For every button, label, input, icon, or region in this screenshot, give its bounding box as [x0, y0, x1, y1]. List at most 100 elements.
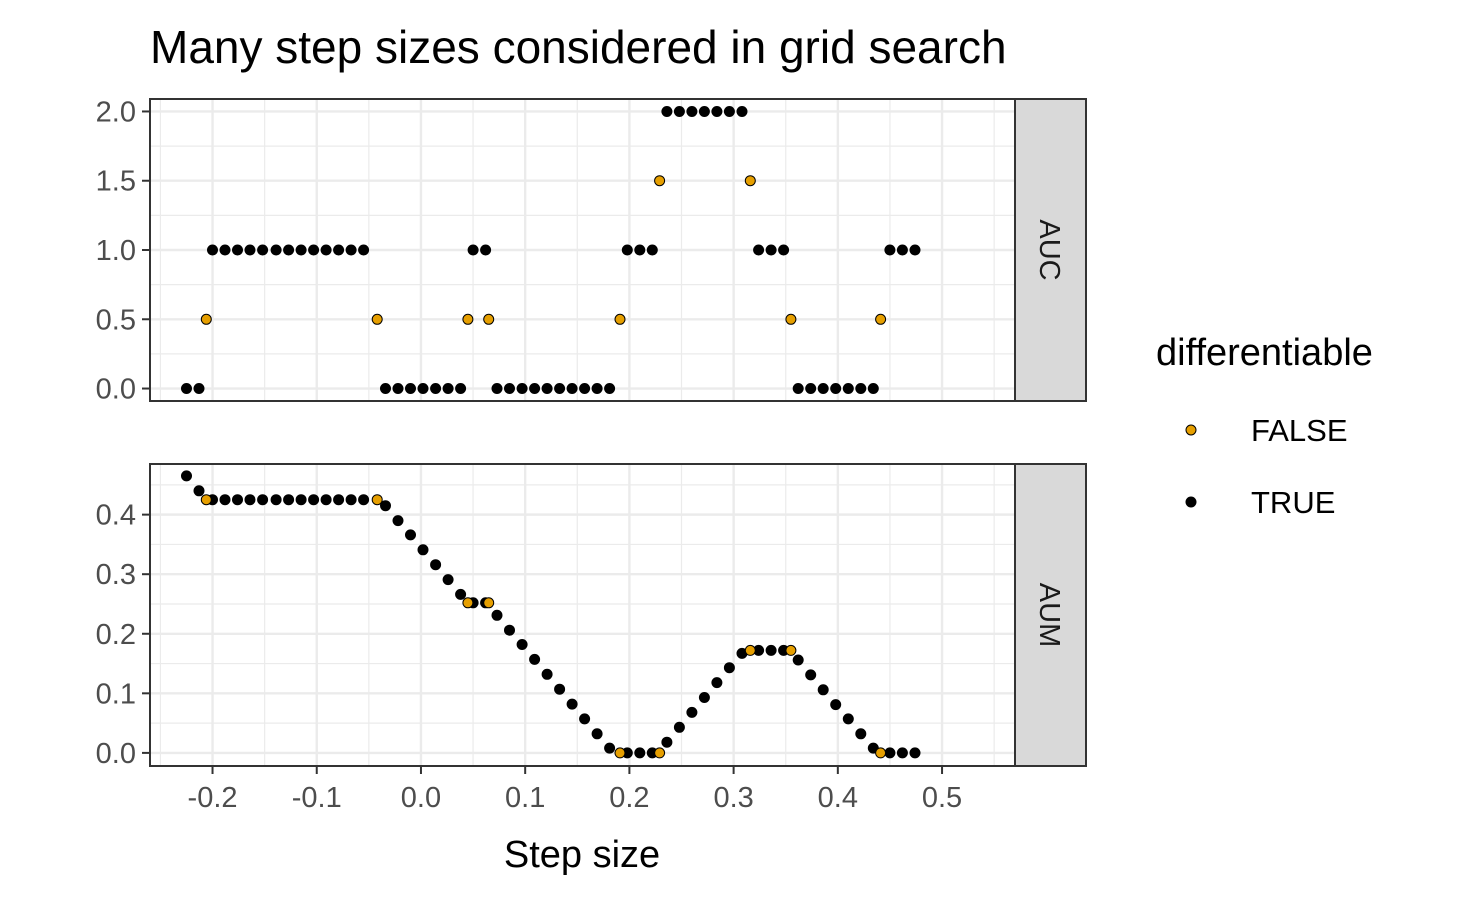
aum-point-true — [320, 494, 332, 506]
auc-point-true — [345, 244, 357, 256]
aum-point-false — [614, 747, 626, 759]
auc-point-true — [765, 244, 777, 256]
auc-point-true — [219, 244, 231, 256]
auc-point-true — [417, 383, 429, 394]
auc-point-true — [320, 244, 332, 256]
y-tick-label: 0.0 — [96, 374, 136, 406]
auc-panel-y-ticks: 0.0 0.5 1.0 1.5 2.0 — [96, 96, 150, 406]
y-tick-label: 0.3 — [96, 559, 136, 591]
auc-point-true — [181, 383, 192, 394]
aum-point-true — [308, 494, 320, 506]
auc-point-true — [884, 244, 896, 256]
auc-point-true — [358, 244, 370, 256]
x-tick-label: 0.5 — [922, 782, 962, 814]
aum-point-true — [723, 662, 735, 674]
aum-point-true — [541, 668, 553, 680]
auc-point-true — [455, 383, 467, 394]
auc-point-true — [333, 244, 345, 256]
auc-point-true — [817, 383, 829, 394]
aum-point-true — [455, 588, 467, 600]
chart-title: Many step sizes considered in grid searc… — [150, 21, 1007, 73]
auc-point-true — [308, 244, 320, 256]
aum-point-false — [744, 644, 756, 656]
x-tick-label: 0.2 — [609, 782, 649, 814]
auc-panel-points — [181, 106, 921, 394]
auc-point-true — [723, 106, 735, 117]
auc-point-true — [909, 244, 921, 256]
auc-point-true — [480, 244, 492, 256]
auc-point-true — [405, 383, 416, 394]
auc-point-true — [232, 244, 243, 256]
auc-point-false — [654, 175, 666, 187]
aum-point-true — [842, 713, 854, 725]
aum-point-true — [345, 494, 357, 506]
auc-point-true — [380, 383, 391, 394]
auc-point-true — [711, 106, 723, 117]
aum-point-true — [554, 683, 566, 695]
aum-point-true — [333, 494, 345, 506]
aum-point-true — [661, 736, 673, 748]
auc-point-true — [283, 244, 295, 256]
aum-point-true — [765, 644, 777, 656]
auc-point-true — [529, 383, 541, 394]
aum-point-true — [591, 728, 603, 740]
auc-point-true — [634, 244, 646, 256]
auc-point-true — [867, 383, 879, 394]
auc-point-true — [778, 244, 790, 256]
aum-panel-points — [181, 470, 921, 759]
x-axis: -0.2 -0.1 0.0 0.1 0.2 0.3 0.4 0.5 — [188, 766, 962, 814]
aum-point-false — [462, 597, 474, 609]
auc-point-true — [830, 383, 842, 394]
legend-key-true — [1185, 496, 1197, 508]
auc-point-true — [842, 383, 854, 394]
aum-point-true — [634, 747, 646, 759]
aum-point-true — [295, 494, 307, 506]
auc-point-true — [621, 244, 633, 256]
aum-point-true — [673, 721, 685, 733]
aum-point-true — [566, 698, 578, 710]
aum-strip-label: AUM — [1033, 583, 1065, 647]
legend-key-false — [1185, 424, 1197, 436]
auc-point-true — [792, 383, 804, 394]
aum-panel-y-ticks: 0.0 0.1 0.2 0.3 0.4 — [96, 500, 150, 770]
auc-strip-label: AUC — [1033, 219, 1065, 280]
aum-point-true — [380, 500, 391, 512]
auc-point-true — [855, 383, 867, 394]
auc-point-true — [805, 383, 817, 394]
aum-point-true — [392, 515, 404, 527]
aum-strip — [1014, 463, 1087, 767]
aum-point-true — [830, 699, 842, 711]
y-tick-label: 1.5 — [96, 166, 136, 198]
aum-point-true — [283, 494, 295, 506]
aum-point-true — [491, 609, 503, 621]
auc-point-true — [896, 244, 908, 256]
aum-point-true — [358, 494, 370, 506]
auc-point-true — [491, 383, 503, 394]
x-tick-label: 0.0 — [401, 782, 441, 814]
auc-point-true — [686, 106, 698, 117]
aum-point-true — [181, 470, 192, 482]
auc-point-true — [661, 106, 673, 117]
aum-point-true — [257, 494, 269, 506]
auc-point-true — [604, 383, 616, 394]
aum-panel-grid — [150, 464, 1015, 766]
aum-point-false — [875, 747, 887, 759]
auc-point-true — [673, 106, 685, 117]
aum-point-false — [200, 494, 212, 506]
auc-point-true — [193, 383, 205, 394]
aum-point-true — [193, 485, 205, 497]
auc-point-true — [591, 383, 603, 394]
aum-point-true — [817, 684, 829, 696]
auc-point-false — [200, 313, 212, 325]
aum-point-true — [232, 494, 243, 506]
auc-point-true — [257, 244, 269, 256]
aum-point-true — [884, 747, 896, 759]
auc-panel: 0.0 0.5 1.0 1.5 2.0 AUC — [96, 96, 1087, 406]
x-tick-label: -0.2 — [188, 782, 238, 814]
auc-point-false — [785, 313, 797, 325]
aum-point-true — [686, 706, 698, 718]
aum-point-true — [219, 494, 231, 506]
aum-point-true — [792, 654, 804, 666]
aum-point-true — [855, 728, 867, 740]
aum-point-true — [698, 692, 710, 703]
